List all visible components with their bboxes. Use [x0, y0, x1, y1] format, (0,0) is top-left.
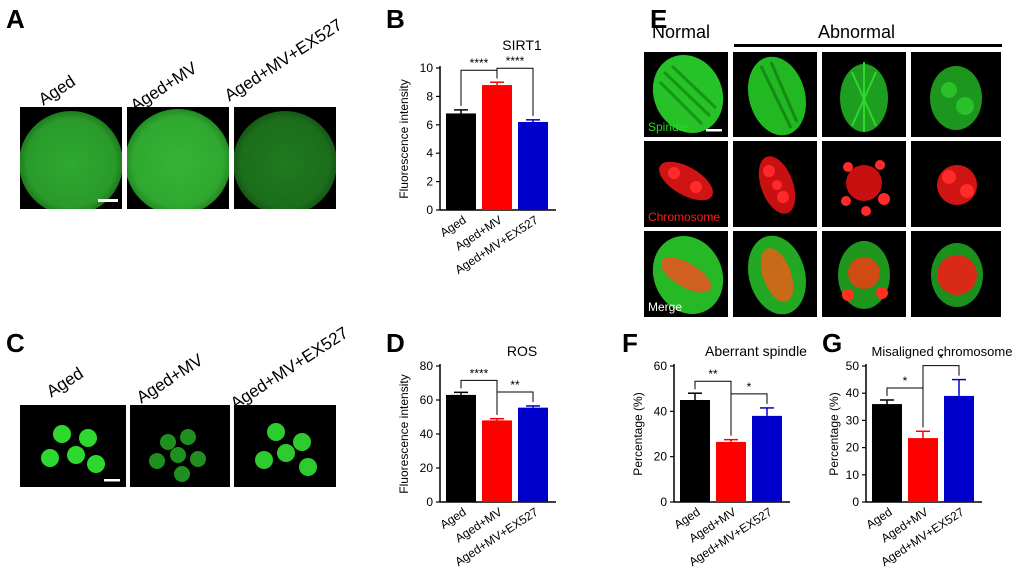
merge-image-normal: Merge [644, 231, 728, 317]
ros-image-aged [20, 405, 126, 487]
y-tick-label: 10 [846, 468, 860, 482]
panel-c-label-aged: Aged [43, 363, 87, 402]
y-tick-label: 2 [426, 175, 433, 189]
significance-bracket [922, 365, 960, 428]
chromosome-image-abnormal-3 [911, 141, 1001, 227]
y-tick-label: 40 [654, 404, 668, 418]
significance-label: * [747, 380, 752, 394]
bar-3 [518, 121, 548, 210]
merge-image-abnormal-2 [822, 231, 906, 317]
panel-letter-c: C [6, 328, 25, 358]
significance-label: ** [708, 367, 718, 381]
chart-title: SIRT1 [502, 37, 542, 53]
merge-image-abnormal-1 [733, 231, 817, 317]
chart-misaligned-chromosome: Misaligned chromosome Percentage (%) 0 10 20… [827, 344, 1013, 569]
abnormal-bracket-line [734, 44, 1002, 47]
significance-label: **** [506, 54, 525, 68]
abnormal-header: Abnormal [818, 22, 896, 42]
row-label-merge: Merge [648, 300, 683, 314]
bar-2 [716, 441, 746, 502]
y-tick-label: 0 [660, 495, 667, 509]
y-tick-label: 50 [846, 359, 860, 373]
y-tick-label: 0 [426, 203, 433, 217]
y-axis-label: Fluorescence intensity [397, 374, 411, 493]
spindle-image-abnormal-1 [733, 52, 817, 137]
bar-1 [680, 400, 710, 502]
panel-c-label-aged-mv-ex527: Aged+MV+EX527 [227, 323, 352, 414]
y-tick-label: 40 [420, 427, 434, 441]
y-tick-label: 80 [420, 359, 434, 373]
panel-letter-e: E [650, 4, 668, 34]
significance-label: * [939, 352, 944, 366]
y-tick-label: 20 [846, 441, 860, 455]
spindle-image-abnormal-3 [911, 52, 1001, 137]
bar-1 [446, 113, 476, 210]
bar-1 [446, 394, 476, 502]
y-tick-label: 60 [654, 359, 668, 373]
ros-image-aged-mv [130, 405, 230, 487]
significance-label: **** [470, 56, 489, 70]
chart-title: Misaligned chromosome [872, 344, 1013, 359]
y-tick-label: 4 [426, 146, 433, 160]
y-tick-label: 20 [654, 450, 668, 464]
panel-letter-d: D [386, 328, 405, 358]
significance-bracket [496, 391, 534, 415]
bar-1 [872, 404, 902, 502]
panel-a-label-aged-mv-ex527: Aged+MV+EX527 [221, 15, 346, 106]
y-axis-label: Percentage (%) [827, 392, 841, 475]
bar-3 [944, 395, 974, 502]
bar-2 [908, 438, 938, 502]
oocyte-image-aged-mv-ex527 [234, 107, 336, 209]
row-label-chromosome: Chromosome [648, 210, 721, 224]
y-axis-label: Fluorescence intensity [397, 79, 411, 198]
y-tick-label: 10 [420, 61, 434, 75]
y-tick-label: 20 [420, 461, 434, 475]
chromosome-image-abnormal-2 [822, 141, 906, 227]
significance-bracket [730, 393, 768, 436]
merge-image-abnormal-3 [911, 231, 1001, 317]
chart-title: Aberrant spindle [705, 343, 807, 359]
y-tick-label: 40 [846, 386, 860, 400]
bar-3 [518, 407, 548, 502]
significance-label: ** [510, 378, 520, 392]
y-tick-label: 60 [420, 393, 434, 407]
y-tick-label: 0 [426, 495, 433, 509]
chromosome-image-abnormal-1 [733, 141, 817, 227]
significance-bracket [496, 67, 534, 116]
oocyte-image-aged-mv [127, 107, 229, 209]
panel-letter-f: F [622, 328, 638, 358]
bar-2 [482, 85, 512, 210]
ros-image-aged-mv-ex527 [234, 405, 336, 487]
panel-c-label-aged-mv: Aged+MV [133, 350, 207, 408]
y-tick-label: 8 [426, 89, 433, 103]
chromosome-image-normal: Chromosome [644, 141, 728, 227]
panel-a-label-aged: Aged [35, 71, 79, 110]
spindle-image-abnormal-2 [822, 52, 906, 137]
row-label-spindle: Spindle [648, 120, 689, 134]
significance-label: * [903, 374, 908, 388]
bar-2 [482, 420, 512, 502]
y-tick-label: 0 [852, 495, 859, 509]
chart-title: ROS [507, 343, 537, 359]
oocyte-image-aged [20, 107, 122, 209]
bar-3 [752, 415, 782, 502]
panel-letter-a: A [6, 4, 25, 34]
y-tick-label: 6 [426, 118, 433, 132]
y-axis-label: Percentage (%) [631, 392, 645, 475]
panel-letter-g: G [822, 328, 843, 358]
normal-header: Normal [652, 22, 711, 42]
y-tick-label: 30 [846, 413, 860, 427]
spindle-image-normal: Spindle [644, 52, 728, 137]
panel-letter-b: B [386, 4, 405, 34]
significance-label: **** [470, 366, 489, 380]
